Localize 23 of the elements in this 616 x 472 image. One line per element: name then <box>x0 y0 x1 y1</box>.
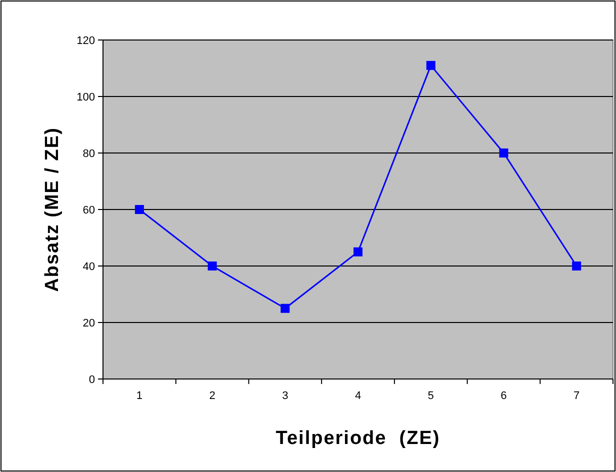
y-tick-label: 0 <box>88 374 95 386</box>
x-tick-label: 5 <box>428 390 434 402</box>
y-tick-label: 60 <box>82 204 95 216</box>
point <box>208 262 217 270</box>
y-tick-label: 80 <box>82 148 95 160</box>
point <box>354 247 362 256</box>
point <box>572 262 582 270</box>
point <box>134 205 144 214</box>
x-tick-label: 1 <box>136 390 142 402</box>
x-axis-title: Teilperiode (ZE) <box>276 428 440 449</box>
x-tick-label: 2 <box>209 390 216 402</box>
point <box>499 148 508 158</box>
y-tick-label: 120 <box>76 34 95 47</box>
point <box>280 304 290 313</box>
x-tick-label: 4 <box>354 390 362 402</box>
y-tick-label: 40 <box>82 260 95 273</box>
x-tick-label: 7 <box>574 390 580 402</box>
y-axis-title: Absatz (ME / ZE) <box>42 127 63 292</box>
y-tick-label: 20 <box>82 317 95 330</box>
x-tick-label: 6 <box>500 390 507 402</box>
y-tick-label: 100 <box>76 91 95 104</box>
x-tick-label: 3 <box>282 390 288 402</box>
point <box>426 60 436 70</box>
